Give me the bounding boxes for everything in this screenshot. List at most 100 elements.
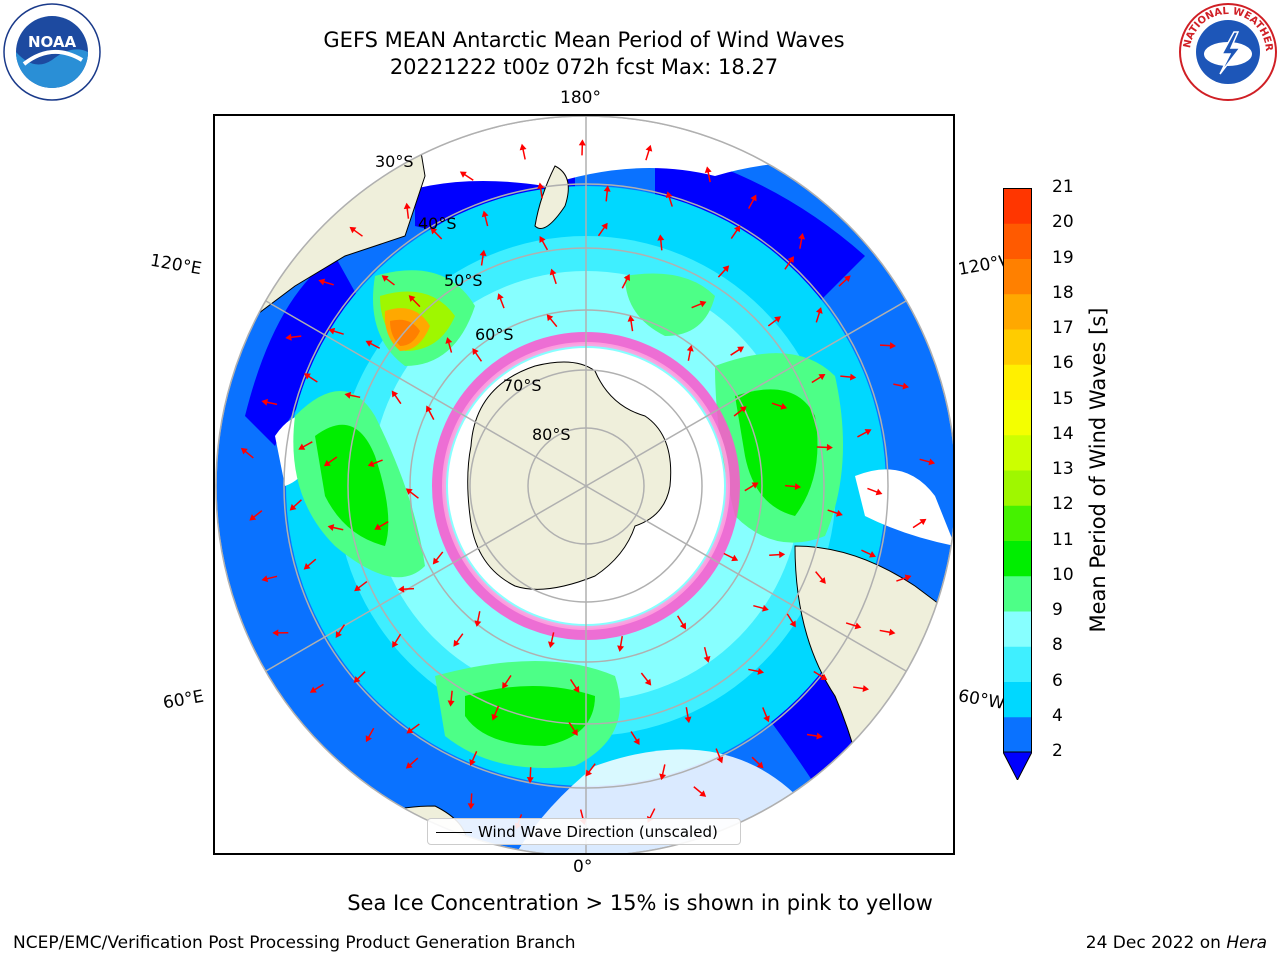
polar-map: [215, 116, 953, 853]
colorbar-tick-label: 15: [1052, 388, 1074, 409]
wave-direction-arrow: [405, 488, 419, 499]
map-legend: Wind Wave Direction (unscaled): [427, 818, 741, 845]
wave-direction-arrow: [815, 571, 826, 584]
wave-direction-arrow: [744, 482, 759, 492]
wave-direction-arrow: [327, 524, 344, 531]
wave-direction-arrow: [912, 518, 927, 529]
colorbar-band: [1003, 470, 1032, 506]
colorbar-tick-label: 11: [1052, 529, 1074, 550]
lat-label-30s: 30°S: [375, 152, 414, 171]
wave-direction-arrow: [762, 707, 770, 723]
wave-direction-arrow: [665, 191, 673, 207]
wave-direction-arrow: [703, 647, 711, 663]
wave-direction-arrow: [815, 307, 823, 323]
colorbar-band: [1003, 293, 1032, 330]
wave-direction-arrow: [879, 342, 896, 350]
colorbar-band: [1003, 434, 1032, 471]
wave-direction-arrow: [753, 604, 769, 612]
date-stamp: 24 Dec 2022 on Hera: [1086, 933, 1267, 953]
wave-direction-arrow: [879, 628, 896, 636]
colorbar-tick-label: 21: [1052, 177, 1074, 197]
wave-direction-arrow: [621, 274, 630, 289]
colorbar: [1003, 188, 1032, 780]
wave-direction-arrow: [367, 459, 383, 467]
colorbar-tick-label: 9: [1052, 600, 1063, 620]
wave-direction-arrow: [481, 210, 489, 227]
wave-direction-arrow: [447, 690, 455, 707]
wave-direction-arrow: [748, 667, 765, 675]
wave-direction-arrow: [769, 551, 786, 559]
colorbar-band: [1003, 540, 1032, 577]
wave-period-field: [216, 116, 953, 853]
colorbar-label: Mean Period of Wind Waves [s]: [1086, 307, 1110, 633]
wave-direction-arrow: [467, 793, 475, 810]
lon-label-60w: 60°W: [956, 686, 1007, 714]
colorbar-tick-label: 19: [1052, 247, 1074, 268]
wave-direction-arrow: [717, 265, 730, 278]
wave-direction-arrow: [392, 633, 402, 648]
wave-direction-arrow: [391, 390, 402, 405]
colorbar-band: [1003, 611, 1032, 647]
wave-direction-arrow: [603, 185, 611, 202]
wave-direction-arrow: [289, 499, 302, 511]
wave-direction-arrow: [408, 295, 421, 308]
wave-direction-arrow: [472, 348, 483, 362]
wind-wave-arrows: [240, 139, 936, 830]
wave-direction-arrow: [640, 672, 652, 686]
wave-direction-arrow: [328, 327, 344, 335]
lat-label-80s: 80°S: [532, 425, 571, 444]
wave-direction-arrow: [684, 707, 692, 724]
wave-direction-arrow: [785, 483, 802, 491]
colorbar-tick-label: 8: [1052, 635, 1063, 656]
wave-direction-arrow: [840, 373, 857, 381]
wave-direction-arrow: [354, 580, 368, 592]
wave-direction-arrow: [374, 521, 389, 530]
wave-direction-arrow: [272, 629, 289, 637]
wave-direction-arrow: [426, 405, 435, 420]
wave-direction-arrow: [519, 143, 527, 160]
legend-line-sample: [436, 832, 472, 833]
colorbar-tick-label: 4: [1052, 705, 1063, 726]
wave-direction-arrow: [453, 633, 464, 647]
colorbar-tick-label: 20: [1052, 212, 1074, 233]
wave-direction-arrow: [353, 671, 366, 683]
colorbar-under-triangle: [1003, 751, 1032, 780]
wave-direction-arrow: [469, 750, 478, 766]
wave-direction-arrow: [318, 278, 334, 286]
colorbar-tick-label: 10: [1052, 564, 1074, 585]
wave-direction-arrow: [445, 337, 453, 353]
wave-direction-arrow: [298, 441, 313, 450]
wave-direction-arrow: [771, 402, 788, 410]
wave-direction-arrow: [497, 293, 505, 309]
longitude-gridlines: [265, 116, 907, 853]
wave-direction-arrow: [677, 615, 686, 630]
colorbar-band: [1003, 399, 1032, 436]
wave-direction-arrow: [569, 679, 580, 693]
wave-direction-arrow: [657, 234, 665, 251]
wave-direction-arrow: [798, 232, 806, 249]
wave-direction-arrow: [261, 575, 278, 583]
wave-direction-arrow: [323, 456, 338, 467]
wave-direction-arrow: [806, 732, 823, 740]
wave-direction-arrow: [861, 549, 876, 558]
wave-direction-arrow: [249, 510, 263, 521]
wave-direction-arrow: [693, 786, 707, 797]
wave-direction-arrow: [767, 316, 782, 327]
colorbar-tick-label: 17: [1052, 318, 1074, 338]
wave-direction-arrow: [432, 551, 444, 565]
wave-direction-arrow: [479, 249, 487, 266]
lat-label-40s: 40°S: [418, 214, 457, 233]
colorbar-tick-label: 6: [1052, 670, 1063, 691]
wave-direction-arrow: [751, 756, 764, 769]
colorbar-tick-label: 13: [1052, 459, 1074, 479]
producer-credit: NCEP/EMC/Verification Post Processing Pr…: [13, 933, 576, 953]
noaa-logo-text: NOAA: [28, 33, 77, 51]
wave-direction-arrow: [578, 139, 586, 156]
lat-label-70s: 70°S: [503, 376, 542, 395]
wave-direction-arrow: [309, 683, 324, 693]
noaa-logo: NOAA: [3, 3, 101, 101]
wave-direction-arrow: [704, 166, 712, 183]
wave-direction-arrow: [365, 340, 381, 349]
chart-subtitle: 20221222 t00z 072h fcst Max: 18.27: [389, 55, 779, 79]
wave-direction-arrow: [733, 406, 747, 417]
